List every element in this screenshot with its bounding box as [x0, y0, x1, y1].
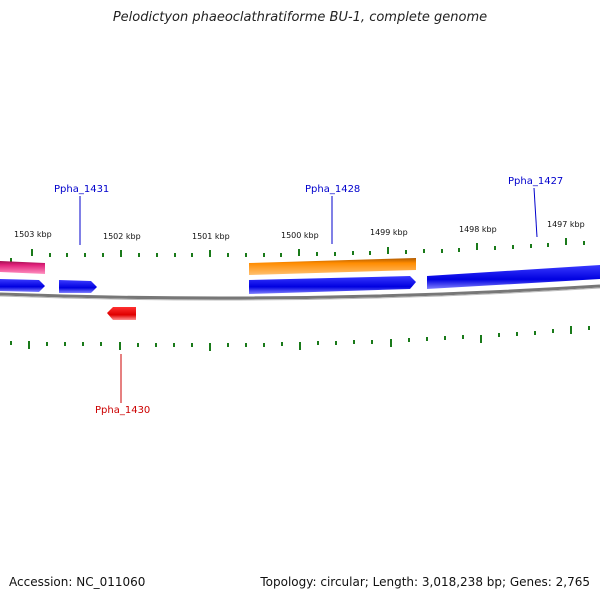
forward-cds-arrow[interactable]: [0, 279, 45, 292]
outer-ruler-ticks: [10, 238, 585, 262]
gene-label-ppha-1427[interactable]: Ppha_1427: [508, 176, 563, 187]
pink-gene-bar[interactable]: [0, 261, 45, 274]
ruler-label: 1498 kbp: [459, 225, 497, 234]
ruler-label: 1500 kbp: [281, 231, 319, 240]
ruler-label: 1499 kbp: [370, 228, 408, 237]
gene-label-ppha-1430[interactable]: Ppha_1430: [95, 405, 150, 416]
gene-label-ppha-1431[interactable]: Ppha_1431: [54, 184, 109, 195]
forward-cds-arrow[interactable]: [427, 265, 600, 289]
ruler-label: 1502 kbp: [103, 232, 141, 241]
ruler-label: 1501 kbp: [192, 232, 230, 241]
genome-backbone: [0, 284, 600, 300]
ruler-label: 1503 kbp: [14, 230, 52, 239]
inner-ruler-ticks: [10, 326, 590, 351]
map-title: Pelodictyon phaeoclathratiforme BU-1, co…: [112, 10, 488, 25]
genome-summary-text: Topology: circular; Length: 3,018,238 bp…: [260, 575, 590, 589]
ruler-labels: 1503 kbp 1502 kbp 1501 kbp 1500 kbp 1499…: [14, 220, 585, 241]
forward-cds-arrow[interactable]: [59, 280, 97, 293]
accession-text: Accession: NC_011060: [9, 575, 146, 589]
gene-label-ppha-1428[interactable]: Ppha_1428: [305, 184, 360, 195]
reverse-cds-arrow[interactable]: [107, 307, 136, 320]
ruler-label: 1497 kbp: [547, 220, 585, 229]
genome-backbone-highlight: [0, 287, 600, 301]
leader-line-ppha-1427: [533, 187, 538, 238]
forward-cds-arrow[interactable]: [249, 276, 416, 294]
orange-gene-bar[interactable]: [249, 258, 416, 275]
